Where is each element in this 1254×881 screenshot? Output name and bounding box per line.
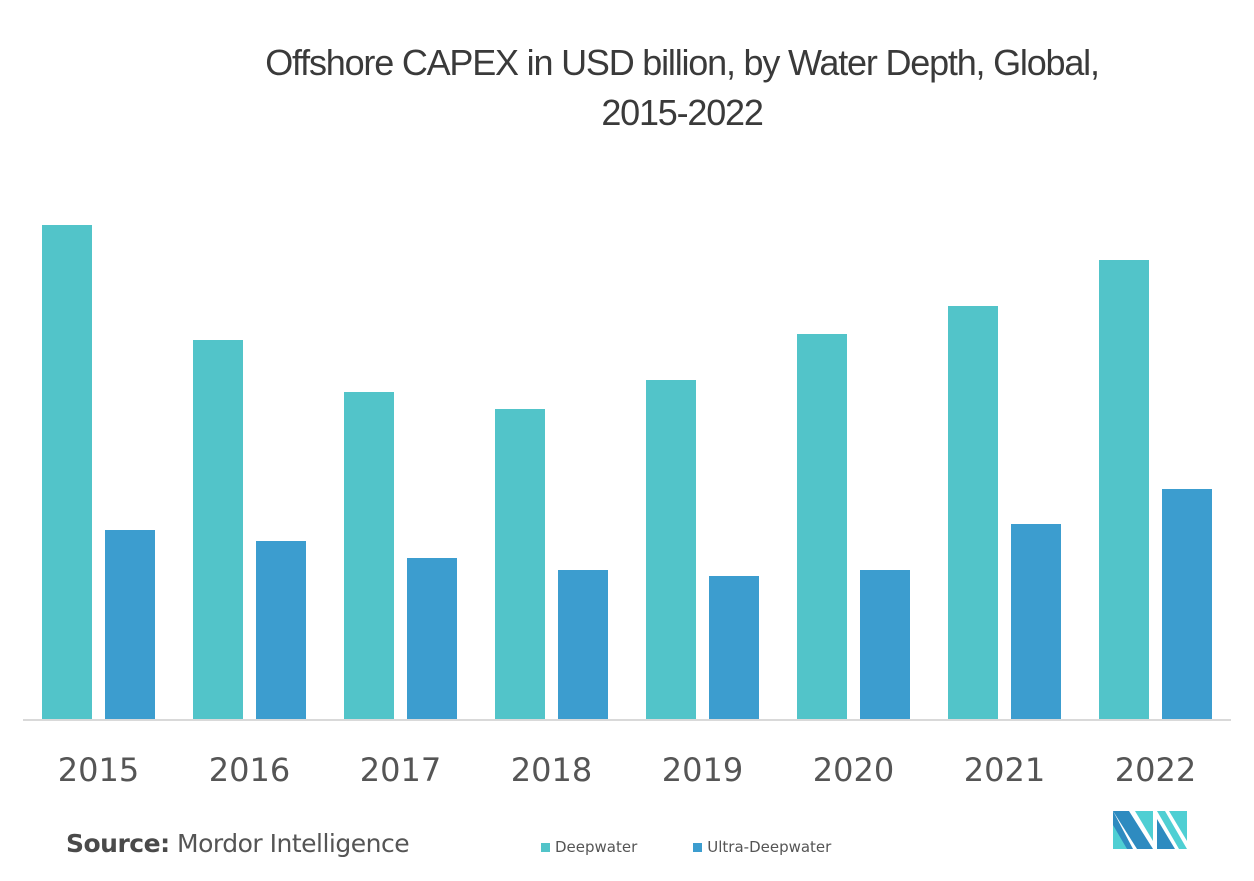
bar-deepwater-2019 — [646, 380, 696, 719]
bar-deepwater-2016 — [193, 340, 243, 719]
bar-ultra-deepwater-2016 — [256, 541, 306, 719]
x-tick-label-2022: 2022 — [1115, 751, 1196, 789]
x-tick-labels: 2015 2016 2017 2018 2019 2020 2021 2022 — [58, 751, 1196, 789]
source-note: Source: Mordor Intelligence — [66, 829, 410, 858]
bar-ultra-deepwater-2015 — [105, 530, 155, 719]
legend-label-ultra-deepwater: Ultra-Deepwater — [707, 838, 832, 856]
bar-deepwater-2022 — [1099, 260, 1149, 719]
x-tick-label-2020: 2020 — [813, 751, 894, 789]
source-label: Source: — [66, 829, 170, 858]
bar-deepwater-2015 — [42, 225, 92, 719]
bar-ultra-deepwater-2021 — [1011, 524, 1061, 719]
chart-title-line-1: Offshore CAPEX in USD billion, by Water … — [265, 42, 1100, 83]
chart-title: Offshore CAPEX in USD billion, by Water … — [0, 38, 1254, 138]
x-tick-label-2016: 2016 — [209, 751, 290, 789]
bar-ultra-deepwater-2017 — [407, 558, 457, 719]
bar-ultra-deepwater-2022 — [1162, 489, 1212, 719]
bar-ultra-deepwater-2019 — [709, 576, 759, 719]
bar-deepwater-2018 — [495, 409, 545, 719]
legend-item-ultra-deepwater: Ultra-Deepwater — [693, 838, 831, 856]
bar-ultra-deepwater-2020 — [860, 570, 910, 719]
legend-label-deepwater: Deepwater — [555, 838, 638, 856]
x-tick-label-2021: 2021 — [964, 751, 1045, 789]
bar-ultra-deepwater-2018 — [558, 570, 608, 719]
bar-deepwater-2017 — [344, 392, 394, 719]
legend-swatch-ultra-deepwater — [693, 842, 703, 852]
bar-deepwater-2020 — [797, 334, 847, 719]
legend: Deepwater Ultra-Deepwater — [541, 838, 887, 856]
x-tick-label-2019: 2019 — [662, 751, 743, 789]
mordor-intelligence-logo-icon — [1113, 811, 1187, 849]
x-tick-label-2018: 2018 — [511, 751, 592, 789]
x-tick-label-2017: 2017 — [360, 751, 441, 789]
chart-title-line-2: 2015-2022 — [601, 92, 764, 133]
bars-group — [42, 225, 1212, 719]
source-value: Mordor Intelligence — [177, 829, 410, 858]
bar-deepwater-2021 — [948, 306, 998, 719]
legend-swatch-deepwater — [541, 842, 550, 852]
x-tick-label-2015: 2015 — [58, 751, 139, 789]
legend-item-deepwater: Deepwater — [541, 838, 637, 856]
